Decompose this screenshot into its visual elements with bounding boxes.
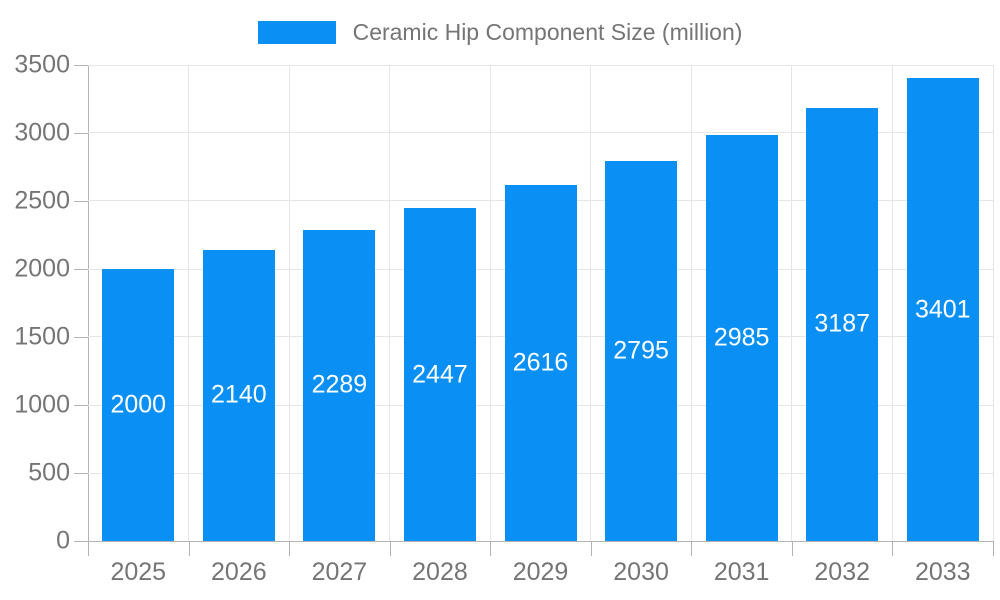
- x-tick-mark: [289, 541, 291, 556]
- bar-cell-2030: 2795: [591, 65, 692, 541]
- legend-label: Ceramic Hip Component Size (million): [352, 18, 743, 45]
- gridline-3000: [88, 132, 993, 134]
- y-tick-mark: [74, 201, 88, 202]
- bar-value-label-2032: 3187: [814, 309, 871, 338]
- y-tick-label-1000: 1000: [14, 390, 70, 419]
- y-tick-label-2000: 2000: [14, 254, 70, 283]
- x-tick-mark: [691, 541, 693, 556]
- x-tick-label-2025: 2025: [110, 558, 167, 586]
- bar-cell-2026: 2140: [189, 65, 290, 541]
- bar-value-label-2030: 2795: [613, 336, 669, 365]
- x-tick-label-2026: 2026: [211, 558, 267, 586]
- bar-value-label-2026: 2140: [211, 380, 267, 409]
- bar-cell-2027: 2289: [289, 65, 390, 541]
- y-tick-label-3500: 3500: [14, 50, 70, 79]
- y-tick-label-3000: 3000: [14, 118, 70, 147]
- bar-2026[interactable]: 2140: [202, 249, 275, 541]
- y-tick-label-500: 500: [28, 458, 70, 487]
- x-tick-mark: [590, 541, 592, 556]
- bar-value-label-2027: 2289: [311, 370, 368, 399]
- chart-legend[interactable]: Ceramic Hip Component Size (million): [0, 19, 1000, 45]
- x-axis-labels: 2025 2026 2027 2028 2029 2030 2031 2032 2033: [88, 560, 993, 585]
- y-tick-mark: [74, 337, 88, 338]
- bar-cell-2033: 3401: [893, 65, 994, 541]
- legend-swatch-icon: [257, 20, 336, 44]
- y-tick-label-1500: 1500: [14, 322, 70, 351]
- x-tick-mark: [389, 541, 391, 556]
- x-tick-label-2030: 2030: [613, 558, 669, 586]
- y-tick-mark: [74, 65, 88, 66]
- gridline-v: [891, 65, 893, 541]
- bar-value-label-2031: 2985: [713, 323, 770, 352]
- y-tick-mark: [74, 405, 88, 406]
- y-tick-label-2500: 2500: [14, 186, 70, 215]
- x-tick-label-2027: 2027: [311, 558, 368, 586]
- gridline-v: [791, 65, 793, 541]
- x-tick-label-2028: 2028: [412, 558, 468, 586]
- x-tick-mark: [88, 541, 89, 556]
- bar-2031[interactable]: 2985: [705, 135, 778, 541]
- bar-cell-2025: 2000: [88, 65, 189, 541]
- gridline-v: [288, 65, 290, 541]
- bar-cell-2031: 2985: [691, 65, 792, 541]
- y-axis-line: [88, 65, 89, 556]
- gridline-v: [992, 65, 994, 541]
- bar-cell-2032: 3187: [792, 65, 893, 541]
- bar-2032[interactable]: 3187: [806, 107, 879, 541]
- y-tick-mark: [74, 269, 88, 270]
- bar-2033[interactable]: 3401: [906, 78, 979, 541]
- bar-cell-2029: 2616: [490, 65, 591, 541]
- x-tick-label-2031: 2031: [713, 558, 770, 586]
- gridline-3500: [88, 64, 993, 66]
- bar-value-label-2033: 3401: [914, 295, 971, 324]
- bar-2027[interactable]: 2289: [303, 229, 376, 541]
- bar-2025[interactable]: 2000: [102, 269, 175, 541]
- gridline-v: [590, 65, 592, 541]
- x-tick-mark: [490, 541, 492, 556]
- bar-value-label-2028: 2447: [412, 360, 468, 389]
- y-tick-mark: [74, 473, 88, 474]
- x-tick-mark: [993, 541, 994, 556]
- y-tick-mark: [74, 133, 88, 134]
- x-tick-mark: [791, 541, 793, 556]
- bar-2030[interactable]: 2795: [605, 160, 678, 541]
- bar-value-label-2025: 2000: [110, 390, 167, 419]
- y-axis-labels: 0 500 1000 1500 2000 2500 3000 3500: [0, 52, 70, 553]
- plot-area: 2000 2140 2289 2447 2616 2795 2985 3187 3401: [88, 64, 994, 542]
- gridline-v: [389, 65, 391, 541]
- x-axis-baseline: [88, 540, 993, 542]
- y-tick-mark: [74, 541, 88, 542]
- y-tick-label-0: 0: [56, 526, 70, 555]
- bar-series: 2000 2140 2289 2447 2616 2795 2985 3187 3401: [88, 65, 993, 541]
- x-tick-label-2029: 2029: [512, 558, 569, 586]
- x-tick-label-2032: 2032: [814, 558, 871, 586]
- gridline-v: [489, 65, 491, 541]
- gridline-v: [690, 65, 692, 541]
- x-tick-mark: [188, 541, 190, 556]
- bar-value-label-2029: 2616: [512, 348, 569, 377]
- x-tick-mark: [892, 541, 894, 556]
- x-tick-label-2033: 2033: [914, 558, 971, 586]
- bar-2028[interactable]: 2447: [403, 208, 476, 541]
- bar-2029[interactable]: 2616: [504, 185, 577, 541]
- bar-cell-2028: 2447: [390, 65, 491, 541]
- gridline-v: [188, 65, 190, 541]
